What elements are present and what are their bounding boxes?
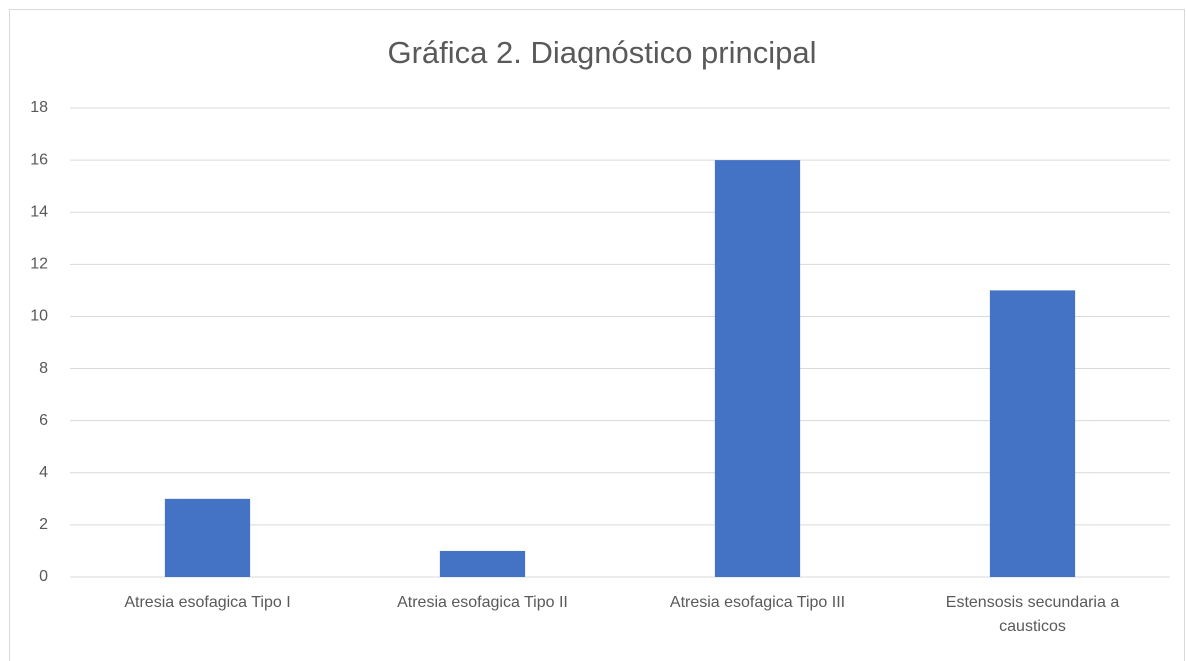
chart-title: Gráfica 2. Diagnóstico principal bbox=[387, 35, 816, 70]
y-tick-label: 16 bbox=[30, 151, 48, 168]
x-tick-label: Estensosis secundaria a causticos bbox=[945, 594, 1120, 635]
bar bbox=[989, 290, 1076, 577]
bar bbox=[164, 498, 251, 577]
y-tick-label: 0 bbox=[39, 568, 48, 585]
x-tick-label: Atresia esofagica Tipo II bbox=[397, 594, 568, 611]
chart-border bbox=[9, 9, 1185, 661]
y-tick-label: 18 bbox=[30, 99, 48, 116]
x-tick-label: Atresia esofagica Tipo I bbox=[124, 594, 291, 611]
y-tick-label: 12 bbox=[30, 256, 48, 273]
y-tick-label: 2 bbox=[39, 516, 48, 533]
bar bbox=[439, 550, 526, 577]
y-tick-label: 6 bbox=[39, 412, 48, 429]
y-tick-label: 14 bbox=[30, 203, 48, 220]
bar bbox=[714, 160, 801, 577]
y-tick-label: 4 bbox=[39, 464, 48, 481]
y-tick-label: 10 bbox=[30, 308, 48, 325]
y-tick-label: 8 bbox=[39, 360, 48, 377]
x-tick-label: Atresia esofagica Tipo III bbox=[669, 594, 846, 611]
